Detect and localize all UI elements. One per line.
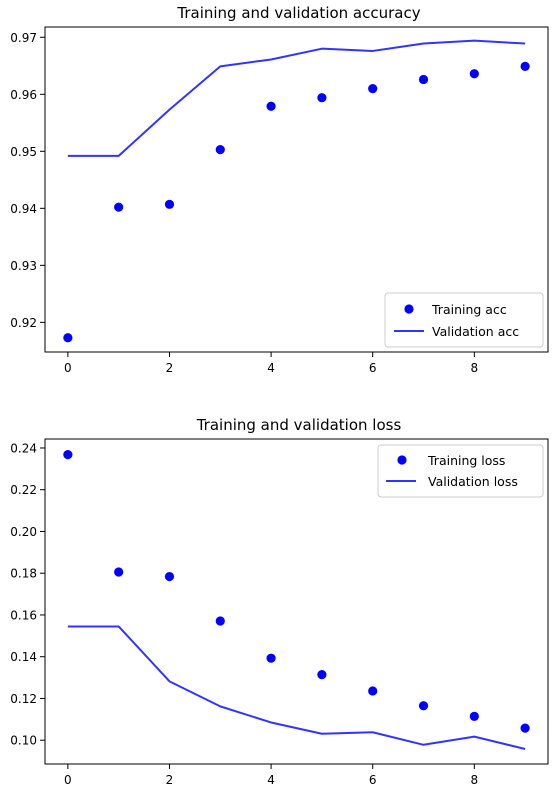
loss-chart: Training and validation loss 0 2 4 6 8 0.10 0.… bbox=[10, 416, 549, 787]
accuracy-x-tick-label-0: 0 bbox=[64, 361, 72, 375]
training-acc-point-0 bbox=[63, 333, 73, 343]
loss-y-tick-label-0.10: 0.10 bbox=[10, 734, 37, 748]
accuracy-y-tick-label-0.94: 0.94 bbox=[10, 202, 37, 216]
training-loss-point-6 bbox=[368, 686, 378, 696]
loss-x-tick-label-8: 8 bbox=[471, 773, 479, 787]
loss-legend: Training loss Validation loss bbox=[377, 444, 544, 498]
training-loss-point-1 bbox=[114, 567, 124, 577]
accuracy-x-tick-label-2: 2 bbox=[166, 361, 174, 375]
loss-y-tick-label-0.20: 0.20 bbox=[10, 525, 37, 539]
training-loss-point-0 bbox=[63, 450, 73, 460]
accuracy-legend-box bbox=[384, 292, 544, 348]
loss-legend-box bbox=[377, 444, 544, 498]
accuracy-y-tick-label-0.97: 0.97 bbox=[10, 31, 37, 45]
accuracy-y-tick-label-0.95: 0.95 bbox=[10, 145, 37, 159]
loss-y-tick-label-0.12: 0.12 bbox=[10, 692, 37, 706]
training-acc-point-5 bbox=[317, 93, 327, 103]
accuracy-plot-frame bbox=[44, 26, 549, 353]
training-loss-point-3 bbox=[215, 616, 225, 626]
accuracy-y-tick-label-0.93: 0.93 bbox=[10, 259, 37, 273]
training-acc-point-2 bbox=[164, 199, 175, 209]
legend-marker-training-acc bbox=[404, 304, 414, 314]
legend-label-training-loss: Training loss bbox=[427, 453, 505, 468]
loss-plot-frame bbox=[44, 438, 549, 765]
accuracy-chart-title: Training and validation accuracy bbox=[176, 4, 420, 22]
loss-x-tick-label-4: 4 bbox=[267, 773, 275, 787]
accuracy-x-tick-label-8: 8 bbox=[471, 361, 479, 375]
training-acc-point-8 bbox=[469, 69, 479, 79]
training-loss-point-5 bbox=[317, 670, 327, 680]
accuracy-y-tick-label-0.96: 0.96 bbox=[10, 88, 37, 102]
training-acc-point-9 bbox=[520, 61, 530, 71]
loss-y-tick-label-0.16: 0.16 bbox=[10, 608, 37, 622]
legend-label-validation-loss: Validation loss bbox=[428, 474, 518, 489]
validation-loss-line bbox=[67, 625, 526, 750]
training-acc-point-7 bbox=[418, 74, 429, 85]
accuracy-legend: Training acc Validation acc bbox=[384, 292, 544, 348]
legend-label-training-acc: Training acc bbox=[431, 302, 507, 317]
loss-y-tick-label-0.22: 0.22 bbox=[10, 483, 37, 497]
loss-x-tick-label-2: 2 bbox=[166, 773, 174, 787]
training-loss-point-4 bbox=[266, 653, 276, 663]
training-loss-point-2 bbox=[164, 571, 175, 582]
validation-acc-line bbox=[67, 39, 526, 157]
training-loss-point-9 bbox=[520, 723, 530, 733]
legend-marker-training-loss bbox=[397, 455, 407, 465]
loss-y-tick-label-0.18: 0.18 bbox=[10, 567, 37, 581]
accuracy-chart: Training and validation accuracy 0 2 4 6 8 0.… bbox=[10, 4, 549, 375]
legend-label-validation-acc: Validation acc bbox=[432, 324, 519, 339]
training-loss-point-8 bbox=[469, 711, 479, 722]
loss-x-tick-label-0: 0 bbox=[64, 773, 72, 787]
training-loss-point-7 bbox=[418, 701, 429, 711]
training-acc-point-6 bbox=[368, 83, 378, 94]
loss-x-tick-label-6: 6 bbox=[369, 773, 377, 787]
training-acc-point-1 bbox=[114, 202, 124, 212]
loss-chart-title: Training and validation loss bbox=[196, 416, 402, 434]
loss-y-tick-label-0.14: 0.14 bbox=[10, 650, 37, 664]
accuracy-x-tick-label-4: 4 bbox=[267, 361, 275, 375]
loss-y-tick-label-0.24: 0.24 bbox=[10, 441, 37, 455]
training-acc-point-3 bbox=[215, 144, 225, 155]
training-acc-point-4 bbox=[266, 101, 276, 111]
accuracy-y-tick-label-0.92: 0.92 bbox=[10, 316, 37, 330]
accuracy-x-tick-label-6: 6 bbox=[369, 361, 377, 375]
